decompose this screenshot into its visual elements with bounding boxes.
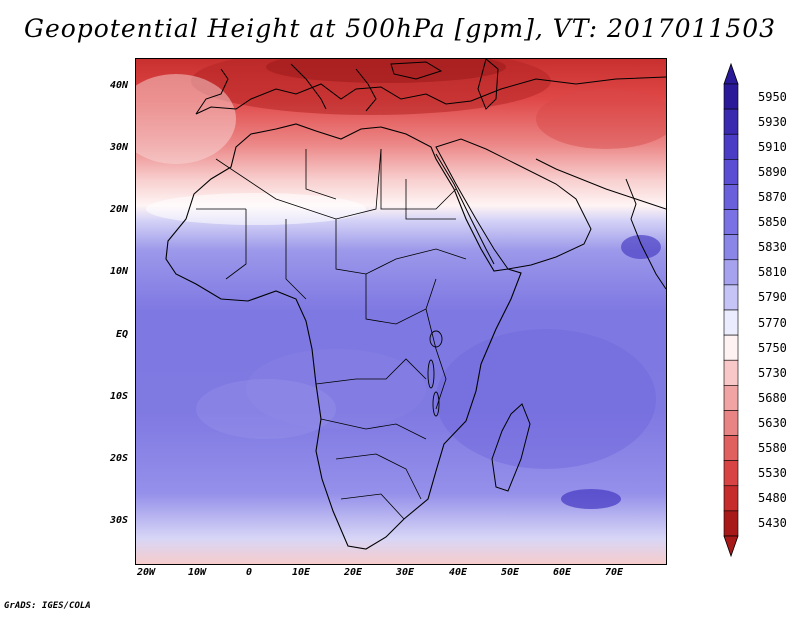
map-title: Geopotential Height at 500hPa [gpm], VT:… (23, 14, 777, 43)
colorbar-level-label: 5910 (758, 139, 787, 154)
colorbar-swatch (723, 209, 739, 235)
colorbar-level-label: 5850 (758, 215, 787, 230)
colorbar-level-label: 5770 (758, 315, 787, 330)
lon-label: 10E (291, 567, 311, 578)
colorbar-swatch (723, 309, 739, 336)
colorbar-swatch (723, 359, 739, 386)
lat-label: 20S (109, 453, 128, 464)
colorbar-swatch (723, 435, 739, 461)
lon-label: 70E (604, 567, 624, 578)
lon-label: 20E (343, 567, 363, 578)
colorbar-swatch (723, 410, 739, 436)
lat-label: 40N (109, 80, 128, 91)
colorbar-level-label: 5810 (758, 265, 787, 280)
colorbar-swatch (723, 133, 739, 160)
colorbar-swatch (723, 385, 739, 411)
lat-label: EQ (115, 329, 128, 340)
colorbar-swatch (723, 184, 739, 210)
lon-label: 20W (136, 567, 156, 578)
lon-label: 50E (500, 567, 520, 578)
colorbar-level-label: 5630 (758, 416, 787, 430)
colorbar-level-label: 5790 (758, 290, 787, 305)
lon-label: 10W (187, 567, 207, 578)
map-panel (135, 58, 667, 565)
colorbar-level-label: 5480 (758, 491, 787, 506)
lat-label: 30N (109, 142, 128, 153)
colorbar-level-label: 5890 (758, 164, 787, 179)
lat-label: 30S (109, 515, 128, 526)
colorbar-level-label: 5530 (758, 466, 787, 481)
lat-label: 20N (109, 204, 128, 215)
colorbar-swatch (723, 485, 739, 512)
colorbar-level-label: 5680 (758, 390, 787, 405)
colorbar-level-label: 5730 (758, 365, 787, 380)
lat-label: 10N (109, 266, 128, 277)
colorbar-swatch (723, 284, 739, 311)
credit-text: GrADS: IGES/COLA (4, 601, 91, 611)
lon-label: 0 (245, 567, 253, 578)
triangle-up-icon (723, 62, 739, 85)
colorbar-swatch (723, 234, 739, 261)
geopotential-field (136, 59, 666, 564)
colorbar-level-label: 5930 (758, 114, 787, 129)
colorbar-level-label: 5870 (758, 190, 787, 204)
lat-label: 10S (109, 391, 128, 402)
colorbar-level-label: 5750 (758, 340, 787, 355)
colorbar-level-label: 5430 (758, 516, 787, 531)
colorbar-level-label: 5580 (758, 441, 787, 456)
lon-label: 40E (448, 567, 468, 578)
colorbar-level-label: 5830 (758, 240, 787, 255)
colorbar-swatch (723, 334, 739, 361)
colorbar-level-label: 5950 (758, 89, 787, 104)
lon-label: 60E (552, 567, 572, 578)
colorbar-swatch (723, 510, 739, 537)
colorbar-swatch (723, 108, 739, 135)
colorbar-swatch (723, 83, 739, 110)
triangle-down-icon (723, 535, 739, 558)
colorbar-swatch (723, 259, 739, 286)
colorbar-swatch (723, 159, 739, 185)
lon-label: 30E (395, 567, 415, 578)
colorbar-swatch (723, 460, 739, 487)
colorbar (723, 62, 739, 558)
